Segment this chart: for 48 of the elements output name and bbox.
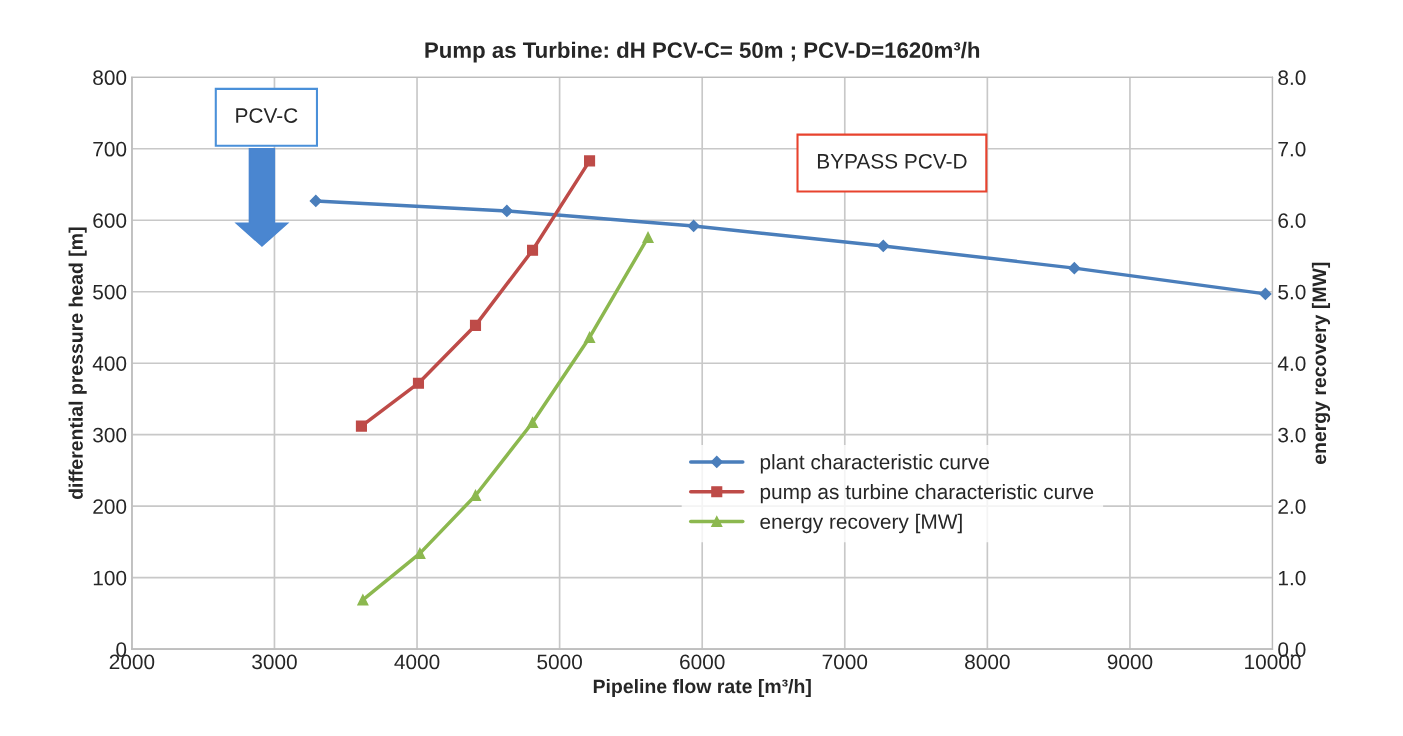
point [469, 319, 482, 331]
y-tick-label: 100 [93, 570, 127, 586]
chart-title: Pump as Turbine: dH PCV-C= 50m ; PCV-D=1620m³/h [425, 41, 980, 63]
point [469, 489, 482, 502]
point [687, 219, 700, 233]
point [526, 416, 539, 429]
y-tick-label: 400 [92, 356, 127, 371]
point [584, 155, 596, 167]
point [877, 239, 890, 253]
y-tick-label: 500 [93, 284, 127, 300]
y-axis-title: differential pressure head [m] [68, 227, 87, 500]
y2-tick-label: 4.0 [1277, 356, 1306, 371]
x-tick-label: 3000 [252, 654, 297, 670]
legend-label: pump as turbine characteristic curve [760, 483, 1094, 504]
point [642, 231, 654, 243]
point [412, 377, 425, 389]
x-tick-label: 7000 [822, 654, 868, 670]
x-tick-label: 5000 [537, 654, 582, 670]
y2-tick-label: 8.0 [1278, 70, 1306, 86]
y2-tick-label: 1.0 [1278, 570, 1306, 586]
y-tick-label: 700 [93, 141, 127, 157]
point [500, 204, 513, 218]
x-tick-label: 9000 [1107, 654, 1153, 670]
y2-tick-label: 6.0 [1278, 213, 1306, 228]
y-tick-label: 300 [93, 427, 127, 443]
x-tick-label: 4000 [394, 654, 440, 670]
annotation: BYPASS PCV-D [817, 153, 967, 169]
point [309, 194, 322, 208]
annotation: PCV-C [236, 108, 298, 123]
point [1068, 262, 1081, 275]
y-tick-label: 800 [93, 70, 127, 86]
y2-axis-title: energy recovery [MW] [1311, 262, 1331, 465]
point [584, 331, 596, 344]
point [355, 420, 367, 432]
legend-label: energy recovery [MW] [760, 513, 962, 534]
y2-tick-label: 3.0 [1278, 427, 1306, 443]
y-tick-label: 200 [93, 499, 127, 514]
point [526, 244, 539, 256]
x-tick-label: 8000 [965, 654, 1010, 670]
x-axis-title: Pipeline flow rate [m³/h] [593, 678, 811, 698]
y2-tick-label: 2.0 [1278, 499, 1306, 514]
legend-label: plant characteristic curve [760, 454, 989, 474]
point [1259, 287, 1272, 300]
point [357, 594, 369, 606]
y2-tick-label: 7.0 [1278, 141, 1306, 157]
y-tick-label: 600 [93, 213, 127, 228]
x-tick-label: 6000 [680, 654, 725, 670]
y2-tick-label: 5.0 [1278, 284, 1306, 300]
